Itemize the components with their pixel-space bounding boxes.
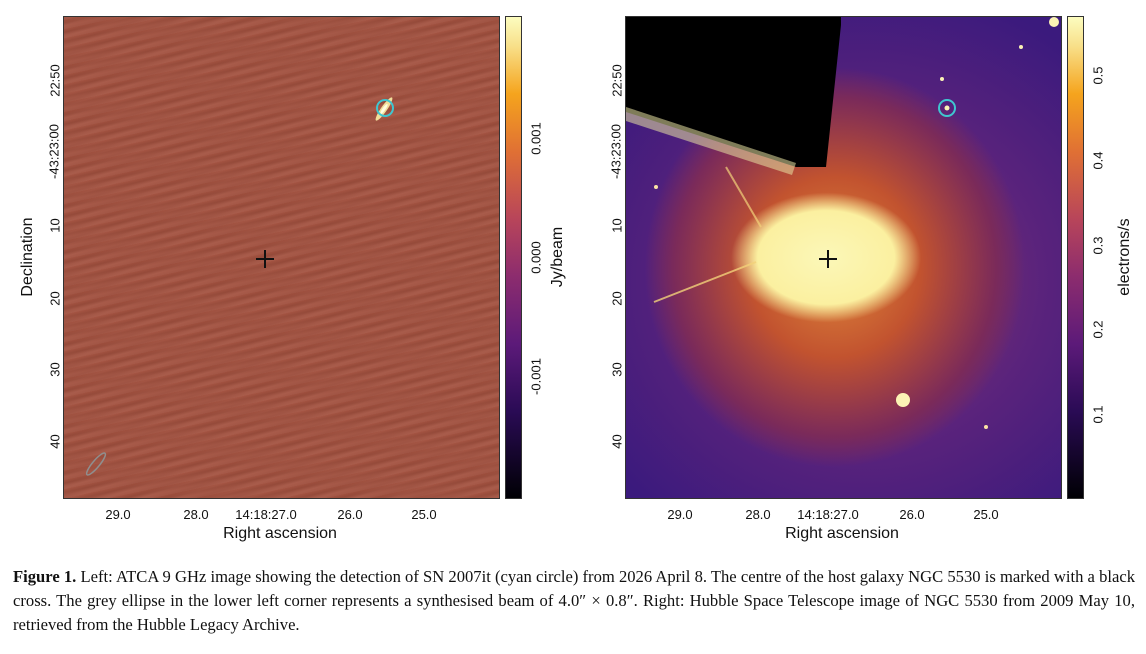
left-cbar-tick-3: -0.001 [528,358,544,395]
right-ytick-6: 40 [609,434,625,449]
right-cbar-tick-4: 0.2 [1090,320,1106,339]
atca-image-overlay [85,97,394,476]
right-ytick-4: 20 [609,291,625,306]
star [940,77,944,81]
right-cbar-tick-2: 0.4 [1090,151,1106,170]
diffraction-spike [653,261,757,303]
right-xtick-4: 26.0 [899,507,925,522]
caption-label: Figure 1. [13,567,77,586]
diffraction-spike [725,166,762,228]
left-ytick-6: 40 [47,434,63,449]
cyan-circle-marker [376,99,394,117]
star [1019,45,1023,49]
left-cbar-tick-2: 0.000 [528,241,544,274]
left-ytick-1: 22:50 [47,64,63,97]
atca-radio-image [63,16,500,499]
left-xlabel: Right ascension [223,525,337,542]
radio-source-core [380,104,388,114]
right-xlabel: Right ascension [785,525,899,542]
right-ytick-2: -43:23:00 [608,124,624,179]
chip-edge-noise [626,107,796,175]
left-ytick-3: 10 [47,218,63,233]
left-xtick-2: 28.0 [183,507,209,522]
left-xtick-1: 29.0 [105,507,131,522]
star [654,185,658,189]
colorbar-right [1067,16,1084,499]
cyan-circle-marker [938,99,956,117]
left-ytick-5: 30 [47,362,63,377]
right-ytick-1: 22:50 [609,64,625,97]
beam-ellipse [85,452,107,476]
bright-star [896,393,910,407]
hst-optical-image [625,16,1062,499]
right-xtick-1: 29.0 [667,507,693,522]
right-xtick-3: 14:18:27.0 [797,507,859,522]
right-ytick-3: 10 [609,218,625,233]
left-xtick-4: 26.0 [337,507,363,522]
missing-data-region [626,17,841,167]
bright-star [1049,17,1059,27]
left-ylabel: Declination [19,217,36,297]
caption-text: Left: ATCA 9 GHz image showing the detec… [13,567,1135,634]
right-cbar-tick-5: 0.1 [1090,405,1106,424]
left-ytick-2: -43:23:00 [46,124,62,179]
left-cbar-tick-1: 0.001 [528,122,544,155]
right-cbar-tick-3: 0.3 [1090,236,1106,255]
left-xtick-3: 14:18:27.0 [235,507,297,522]
star [984,425,988,429]
right-xtick-2: 28.0 [745,507,771,522]
sn-position-star [944,105,950,111]
figure-caption: Figure 1. Left: ATCA 9 GHz image showing… [13,565,1135,637]
left-ytick-4: 20 [47,291,63,306]
hst-image-overlay [626,17,1059,429]
right-xtick-5: 25.0 [973,507,999,522]
left-xtick-5: 25.0 [411,507,437,522]
colorbar-left [505,16,522,499]
right-colorbar-label: electrons/s [1116,218,1133,296]
right-cbar-tick-1: 0.5 [1090,66,1106,85]
right-ytick-5: 30 [609,362,625,377]
left-colorbar-label: Jy/beam [549,226,566,288]
